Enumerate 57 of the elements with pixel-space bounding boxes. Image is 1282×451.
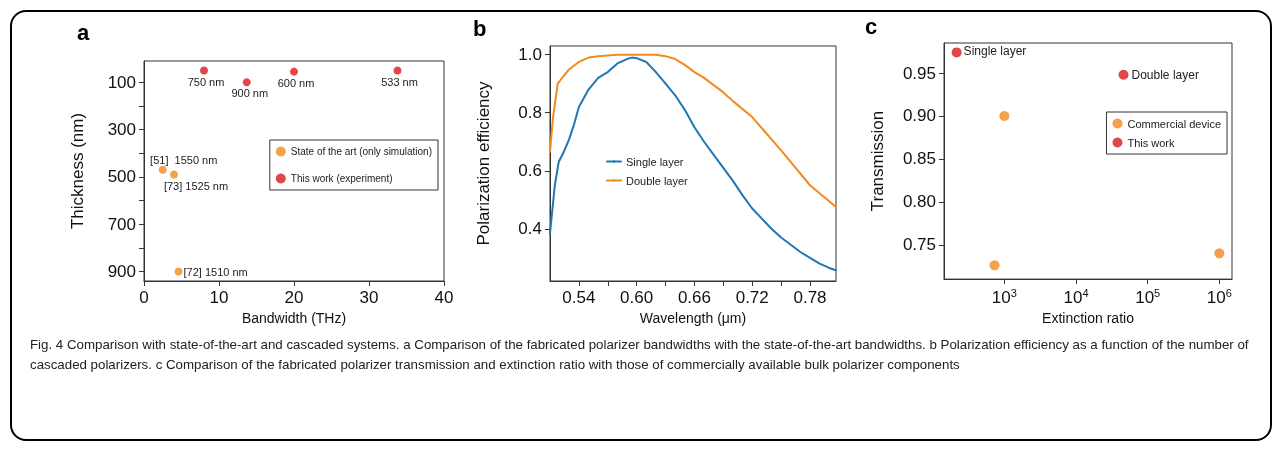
y-tick-label: 500 [107,167,136,187]
chart-title: c [865,13,878,39]
point [174,267,183,276]
legend-label: This work [1127,136,1176,149]
x-tick-label: 30 [359,288,379,307]
caption: Fig. 4 Comparison with state-of-the-art and cascaded systems. a Comparison of the fabricated polarizer bandwidths with the state-of-the-art bandwidths. b Polarization efficiency as a function of the number of cascaded polarizers. c Comparison of the fabricated polarizer transmission and extinction ratio with those of commercially available bulk polarizer components [30,336,1250,374]
annotation: Double layer [1131,67,1199,82]
annotation: 900 nm [231,87,269,100]
text: 0.60 [620,288,654,307]
legend-label: Double layer [626,174,689,187]
y-tick-label: 300 [107,120,136,140]
annotation: Single layer [963,44,1027,59]
x-tick-label: 20 [284,288,304,307]
annotation: [73] 1525 nm [163,179,229,192]
y-tick-label: 900 [107,262,136,282]
text: 0.90 [902,106,936,126]
y-axis-title: Transmission [868,110,887,212]
y-tick-label: 0.95 [902,63,936,83]
annotation: 600 nm [277,76,315,89]
x-tick-label: 0.78 [793,288,827,307]
x-tick-label: 0.66 [677,288,711,307]
y-tick-label: 0.4 [518,219,542,239]
point [170,170,178,179]
annotation: [51] 1550 nm [150,153,218,166]
line-series [549,56,837,272]
y-tick-label: 0.85 [902,149,936,169]
x-tick-label: 40 [434,288,454,307]
legend-label: This work (experiment) [290,173,393,184]
point [393,66,402,75]
point [290,67,298,76]
annotation: [72] 1510 nm [183,265,248,278]
y-tick-label: 0.6 [518,161,542,181]
line-series [549,53,837,209]
y-axis-title: Polarization efficiency [474,80,493,246]
chart-title: b [473,15,487,41]
x-axis-title: Extinction ratio [1042,310,1135,326]
x-tick-label: 0.54 [562,288,596,307]
y-tick-label: 0.8 [518,103,542,123]
y-tick-label: 1.0 [518,45,542,65]
legend-label: Single layer [626,155,684,168]
y-tick-label: 100 [107,72,136,92]
legend-label: State of the art (only simulation) [290,146,433,157]
x-axis-title: Wavelength (μm) [639,310,747,326]
annotation: 533 nm [381,76,418,89]
legend-label: Commercial device [1127,117,1221,130]
chart-title: a [77,19,90,45]
x-tick-label: 10 [209,288,229,307]
point [242,78,251,87]
point [200,66,208,75]
x-tick-label: 0 [139,288,149,307]
annotation: 750 nm [187,76,225,89]
text: 0.80 [902,192,936,212]
x-tick-label: 0.72 [735,288,769,307]
y-tick-label: 700 [107,214,136,234]
y-tick-label: 0.75 [902,235,936,255]
y-axis-title: Thickness (nm) [68,112,87,230]
x-axis-title: Bandwidth (THz) [241,310,347,326]
